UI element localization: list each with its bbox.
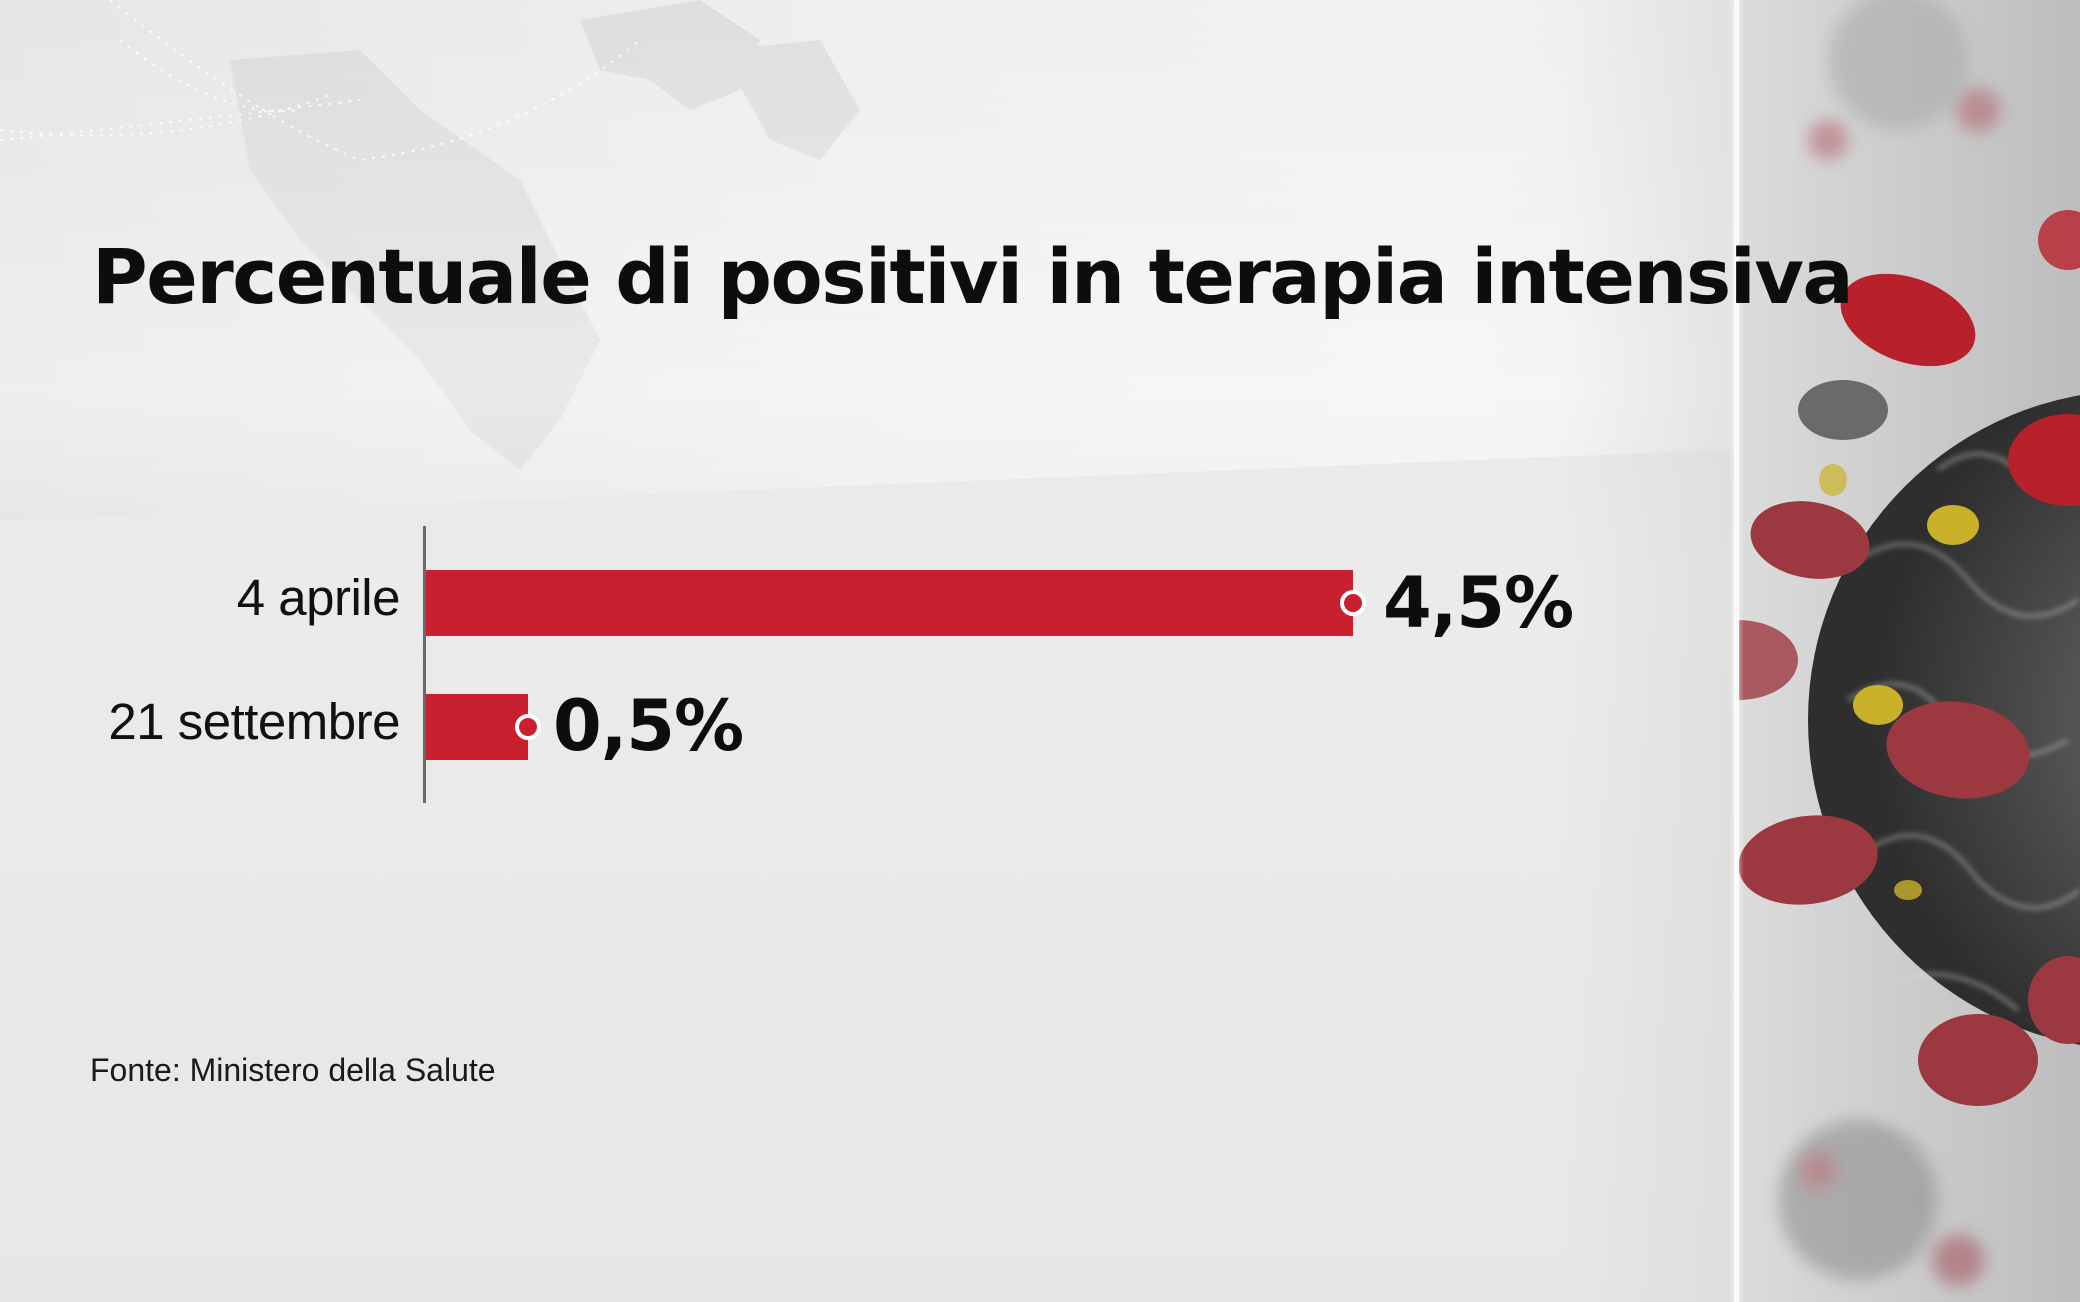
y-axis-line bbox=[423, 526, 426, 803]
category-label-21-settembre: 21 settembre bbox=[108, 693, 400, 750]
bar-end-marker bbox=[1340, 590, 1366, 616]
value-label-21-settembre: 0,5% bbox=[553, 685, 744, 767]
chart-title: Percentuale di positivi in terapia inten… bbox=[92, 232, 1854, 321]
panel-fade bbox=[1560, 0, 1740, 1302]
virus-icon bbox=[1738, 0, 2080, 1286]
coronavirus-image bbox=[1738, 0, 2080, 1302]
category-label-4-aprile: 4 aprile bbox=[236, 569, 401, 626]
vertical-divider bbox=[1734, 0, 1739, 1302]
bar-21-settembre bbox=[426, 694, 528, 760]
bar-4-aprile bbox=[426, 570, 1353, 636]
source-note: Fonte: Ministero della Salute bbox=[90, 1052, 496, 1088]
value-label-4-aprile: 4,5% bbox=[1383, 562, 1574, 644]
bar-end-marker bbox=[515, 714, 541, 740]
